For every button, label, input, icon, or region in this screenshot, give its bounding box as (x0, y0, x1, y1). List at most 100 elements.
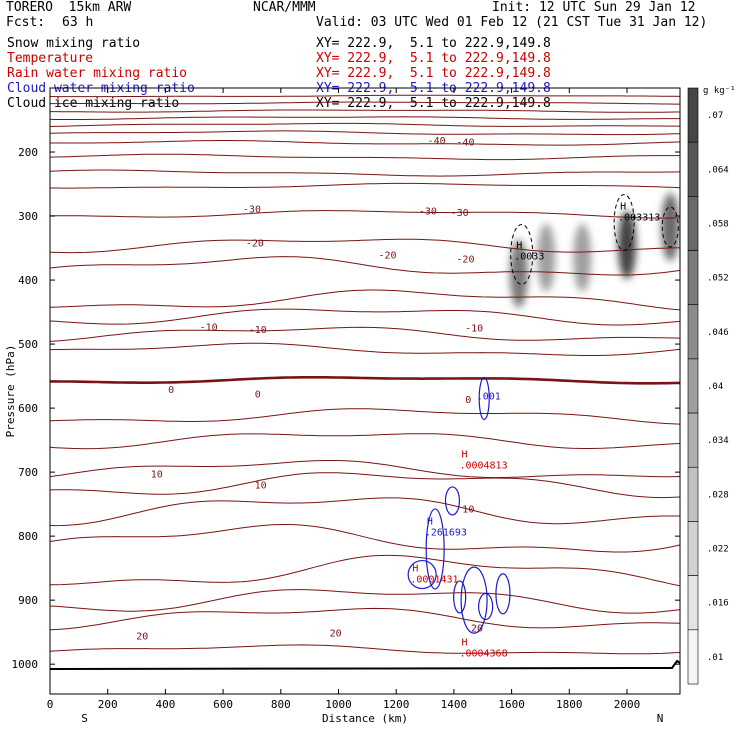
field-name: Temperature (7, 51, 94, 66)
isotherm-line (50, 238, 680, 254)
x-tick-label: 1200 (383, 698, 410, 711)
snow-shade-cell (618, 210, 636, 279)
colorbar-tick-label: .064 (707, 165, 729, 175)
x-tick-label: 600 (213, 698, 233, 711)
y-tick-label: 300 (18, 210, 38, 223)
isotherm-line (50, 101, 680, 105)
ground-line (50, 659, 680, 670)
isotherm-line (50, 130, 680, 136)
isotherm-label: -30 (451, 208, 469, 219)
colorbar-tick-label: .046 (707, 328, 729, 338)
isotherm-line (50, 589, 680, 614)
extremum-value: .261693 (425, 527, 467, 538)
colorbar-swatch (687, 250, 699, 306)
colorbar-swatch (687, 87, 699, 143)
y-tick-label: 600 (18, 402, 38, 415)
x-tick-label: 2000 (614, 698, 641, 711)
colorbar-tick-label: .07 (707, 111, 723, 121)
isotherm-line (50, 472, 680, 499)
extremum-marker: H (516, 240, 522, 251)
model-title: TORERO 15km ARW (6, 0, 132, 15)
colorbar-swatch (687, 358, 699, 414)
isotherm-label: -30 (419, 207, 437, 218)
y-tick-label: 400 (18, 274, 38, 287)
isotherm-line (50, 408, 680, 425)
isotherm-label: 20 (471, 623, 483, 634)
x-axis-title: Distance (km) (322, 712, 408, 725)
isotherm-label: 20 (330, 628, 342, 639)
colorbar-tick-label: .052 (707, 274, 729, 284)
extremum-value: .003313 (618, 212, 660, 223)
isotherm-line (50, 308, 680, 326)
x-tick-label: 1000 (325, 698, 352, 711)
colorbar-swatch (687, 304, 699, 360)
extremum-value: .001 (477, 392, 501, 403)
y-axis-title: Pressure (hPa) (4, 345, 17, 438)
isotherm-line (50, 210, 680, 219)
isotherm-label: 10 (462, 504, 474, 515)
isotherm-label: 10 (151, 470, 163, 481)
colorbar-tick-label: .034 (707, 436, 729, 446)
y-tick-label: 700 (18, 466, 38, 479)
extremum-value: .0001431 (410, 575, 458, 586)
colorbar-tick-label: .028 (707, 490, 729, 500)
isotherm-label: -10 (249, 325, 267, 336)
isotherm-label: -10 (465, 324, 483, 335)
x-end-label-north: N (657, 712, 664, 725)
plot-area (50, 94, 680, 670)
isotherm-line (50, 554, 680, 587)
cloud-water-contour (453, 580, 467, 614)
cloud-ice-contour (613, 193, 635, 251)
zero-isotherm-line (50, 376, 680, 385)
isotherm-label: -40 (428, 136, 446, 147)
colorbar-tick-label: .016 (707, 599, 729, 609)
isotherm-label: 0 (255, 390, 261, 401)
snow-shade-cell (509, 239, 528, 308)
x-tick-label: 800 (271, 698, 291, 711)
init-time: Init: 12 UTC Sun 29 Jan 12 (492, 0, 696, 15)
colorbar-tick-label: .058 (707, 219, 729, 229)
extremum-marker: H (620, 201, 626, 212)
cloud-water-contour (425, 508, 445, 590)
x-tick-label: 400 (155, 698, 175, 711)
forecast-hours: 63 h (62, 15, 94, 30)
colorbar-swatch (687, 196, 699, 251)
x-tick-label: 200 (98, 698, 118, 711)
isotherm-line (50, 169, 680, 177)
isotherm-label: -10 (200, 322, 218, 333)
isotherm-line (50, 122, 680, 127)
colorbar-tick-label: .01 (707, 653, 723, 663)
isotherm-line (50, 153, 680, 161)
y-tick-label: 800 (18, 530, 38, 543)
cloud-water-contour (478, 376, 490, 421)
colorbar-tick-label: .04 (707, 382, 723, 392)
isotherm-line (50, 497, 680, 527)
field-xy-range: XY= 222.9, 5.1 to 222.9,149.8 (316, 96, 551, 111)
colorbar-swatch (687, 412, 699, 468)
snow-shade-cell (661, 192, 680, 261)
colorbar-tick-label: .022 (707, 545, 729, 555)
extremum-marker: H (461, 637, 467, 648)
extremum-marker: H (461, 450, 467, 461)
isotherm-line (50, 116, 680, 120)
isotherm-line (50, 326, 680, 342)
cloud-water-contour (460, 566, 488, 634)
y-tick-label: 900 (18, 594, 38, 607)
isotherm-label: -30 (243, 205, 261, 216)
field-name: Rain water mixing ratio (7, 66, 188, 81)
isotherm-line (50, 94, 680, 98)
field-xy-range: XY= 222.9, 5.1 to 222.9,149.8 (316, 36, 551, 51)
isotherm-line (50, 140, 680, 146)
field-name: Snow mixing ratio (7, 36, 141, 51)
extremum-value: .0004813 (459, 461, 507, 472)
colorbar-unit: g kg⁻¹ (703, 86, 736, 96)
isotherm-label: -40 (456, 137, 474, 148)
x-tick-label: 1400 (441, 698, 468, 711)
colorbar-swatch (687, 629, 699, 685)
isotherm-line (50, 256, 680, 276)
x-tick-label: 1600 (498, 698, 525, 711)
plot-frame (49, 87, 681, 695)
isotherm-label: -20 (456, 255, 474, 266)
isotherm-line (50, 182, 680, 189)
